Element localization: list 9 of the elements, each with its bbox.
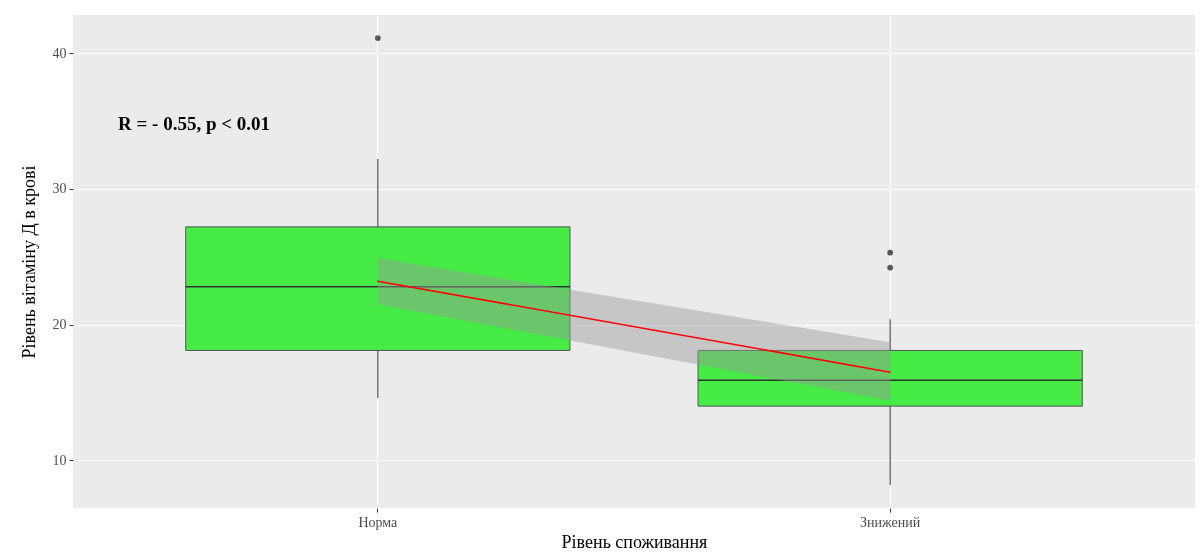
x-tick-label: Норма	[358, 514, 399, 530]
annotation: R = - 0.55, p < 0.01	[118, 113, 271, 134]
x-axis-title: Рівень споживання	[561, 531, 708, 552]
y-tick-label: 40	[52, 45, 67, 61]
y-axis-title: Рівень вітаміну Д в крові	[18, 165, 39, 359]
y-tick-label: 10	[52, 452, 67, 468]
y-tick-label: 20	[52, 317, 67, 333]
x-tick-label: Знижений	[860, 514, 921, 530]
y-tick-label: 30	[52, 181, 67, 197]
